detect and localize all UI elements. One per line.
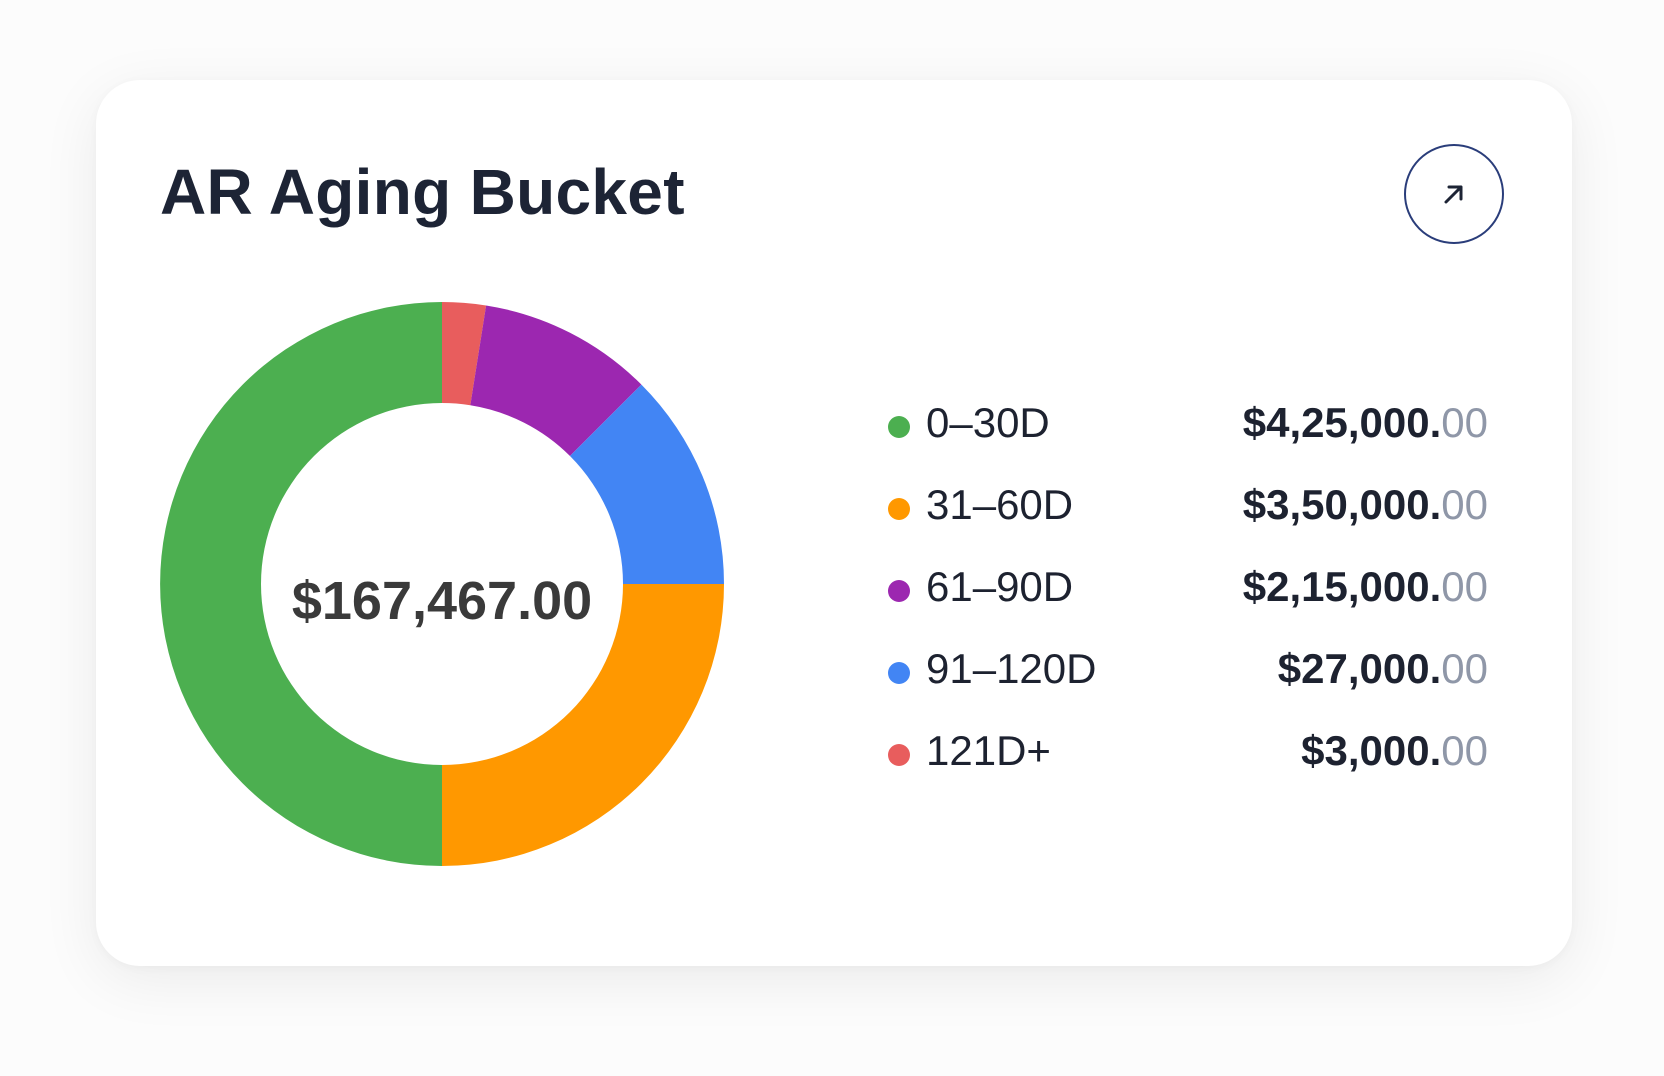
legend-dot (888, 498, 910, 520)
legend-value: $3,000.00 (1301, 730, 1488, 772)
legend-dot (888, 580, 910, 602)
donut-slice-121d[interactable] (442, 302, 487, 406)
legend-decimals: 00 (1441, 727, 1488, 774)
legend-amount: $2,15,000. (1242, 563, 1442, 610)
legend-amount: $3,50,000. (1242, 481, 1442, 528)
donut-slices (160, 302, 724, 866)
center-total-label: $167,467.00 (292, 571, 592, 631)
donut-chart: $167,467.00 (160, 302, 724, 866)
legend-item: 61–90D $2,15,000.00 (888, 548, 1488, 630)
legend: 0–30D $4,25,000.00 31–60D $3,50,000.00 6… (888, 384, 1488, 794)
legend-label: 91–120D (926, 645, 1097, 692)
legend-item: 121D+ $3,000.00 (888, 712, 1488, 794)
legend-amount: $27,000. (1277, 645, 1442, 692)
legend-item: 0–30D $4,25,000.00 (888, 384, 1488, 466)
legend-value: $2,15,000.00 (1243, 566, 1488, 608)
legend-decimals: 00 (1441, 399, 1488, 446)
legend-decimals: 00 (1441, 481, 1488, 528)
legend-value: $4,25,000.00 (1243, 402, 1488, 444)
ar-aging-card: AR Aging Bucket $167,467.00 0–30D $4,25,… (96, 80, 1572, 966)
legend-amount: $4,25,000. (1242, 399, 1442, 446)
legend-item: 31–60D $3,50,000.00 (888, 466, 1488, 548)
donut-slice-91-120d[interactable] (569, 384, 724, 584)
donut-slice-31-60d[interactable] (442, 584, 724, 866)
legend-label: 121D+ (926, 727, 1051, 774)
legend-decimals: 00 (1441, 563, 1488, 610)
card-title: AR Aging Bucket (160, 156, 685, 228)
arrow-up-right-icon (1444, 185, 1463, 204)
legend-dot (888, 662, 910, 684)
legend-item: 91–120D $27,000.00 (888, 630, 1488, 712)
legend-label: 61–90D (926, 563, 1074, 610)
expand-button[interactable] (1404, 144, 1504, 244)
legend-value: $3,50,000.00 (1243, 484, 1488, 526)
legend-dot (888, 744, 910, 766)
legend-amount: $3,000. (1301, 727, 1442, 774)
legend-label: 31–60D (926, 481, 1074, 528)
donut-slice-61-90d[interactable] (470, 305, 642, 457)
legend-decimals: 00 (1441, 645, 1488, 692)
donut-slice-0-30d[interactable] (160, 302, 442, 866)
legend-dot (888, 416, 910, 438)
legend-label: 0–30D (926, 399, 1050, 446)
legend-value: $27,000.00 (1278, 648, 1488, 690)
